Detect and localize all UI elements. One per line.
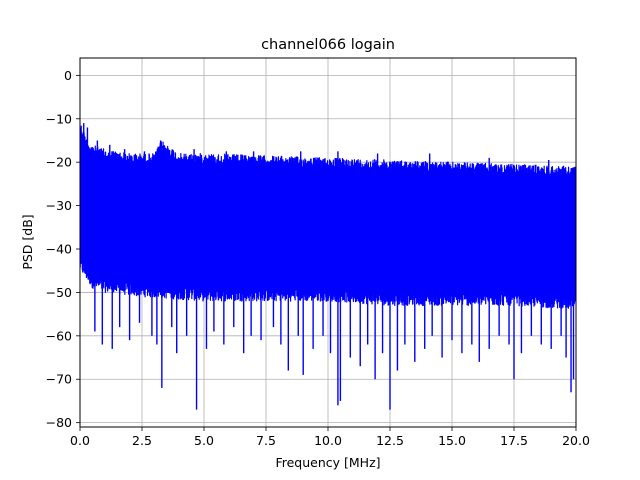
x-tick-label: 5.0: [194, 433, 214, 448]
x-tick-label: 2.5: [132, 433, 152, 448]
y-tick-label: −50: [46, 285, 72, 300]
y-axis: 0 −10 −20 −30 −40 −50 −60 −70 −80: [46, 68, 80, 430]
chart-title: channel066 logain: [261, 37, 395, 53]
y-axis-label: PSD [dB]: [20, 214, 35, 269]
y-tick-label: −20: [46, 155, 72, 170]
y-tick-label: −70: [46, 372, 72, 387]
x-tick-label: 17.5: [500, 433, 528, 448]
x-tick-label: 12.5: [376, 433, 404, 448]
y-tick-label: −40: [46, 242, 72, 257]
y-tick-label: 0: [64, 68, 72, 83]
y-tick-label: −30: [46, 198, 72, 213]
x-axis: 0.0 2.5 5.0 7.5 10.0 12.5 15.0 17.5 20.0: [70, 427, 590, 448]
psd-line: [80, 125, 576, 310]
y-tick-label: −80: [46, 415, 72, 430]
x-tick-label: 0.0: [70, 433, 90, 448]
y-tick-label: −10: [46, 111, 72, 126]
x-tick-label: 7.5: [256, 433, 276, 448]
x-tick-label: 15.0: [438, 433, 466, 448]
x-tick-label: 10.0: [314, 433, 342, 448]
x-axis-label: Frequency [MHz]: [275, 455, 380, 470]
series-group: [80, 123, 576, 410]
x-tick-label: 20.0: [562, 433, 590, 448]
y-tick-label: −60: [46, 328, 72, 343]
